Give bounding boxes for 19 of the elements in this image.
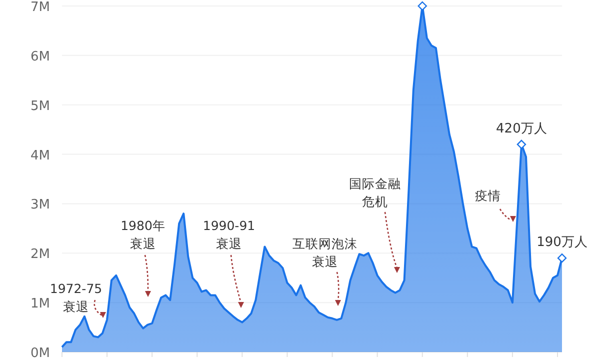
y-tick-label: 3M: [30, 198, 50, 213]
annotation: 1990-91衰退: [202, 218, 256, 251]
annotation: 疫情: [475, 188, 501, 203]
y-tick-label: 7M: [30, 0, 50, 15]
y-tick-label: 4M: [30, 148, 50, 164]
point: [418, 1, 427, 11]
annotation: 1972-75衰退: [50, 281, 102, 314]
annotation: 190万人: [536, 235, 588, 250]
annotation: 互联网泡沫衰退: [292, 236, 358, 269]
y-tick-label: 0M: [30, 346, 50, 360]
point: [516, 140, 526, 149]
y-tick-label: 1M: [30, 296, 50, 312]
y-tick-label: 5M: [30, 98, 50, 114]
y-tick-label: 2M: [30, 247, 50, 262]
annotation: 1980年衰退: [120, 218, 166, 251]
annotation: 国际金融危机: [349, 176, 401, 209]
annotation: 420万人: [496, 121, 547, 136]
y-tick-label: 6M: [30, 49, 50, 64]
point: [557, 253, 567, 263]
